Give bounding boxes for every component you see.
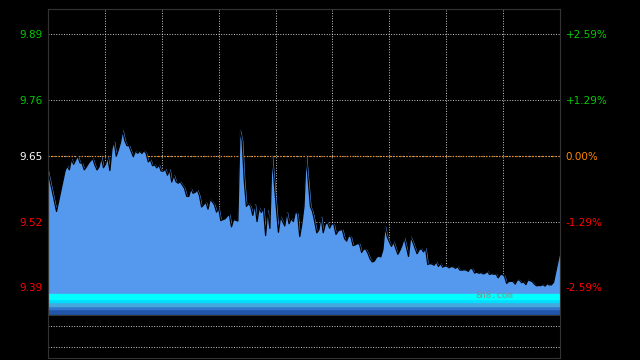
- Text: 8n8.com: 8n8.com: [476, 291, 513, 300]
- Bar: [48, 309, 560, 315]
- Bar: [48, 298, 560, 302]
- Bar: [48, 294, 560, 298]
- Bar: [48, 302, 560, 306]
- Bar: [48, 306, 560, 309]
